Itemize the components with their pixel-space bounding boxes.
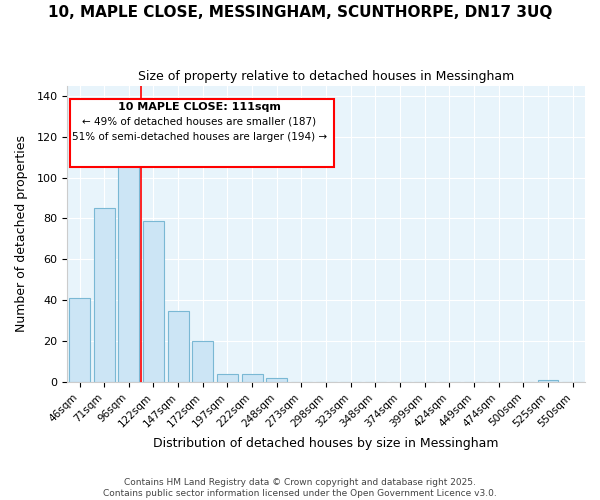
- Text: 10, MAPLE CLOSE, MESSINGHAM, SCUNTHORPE, DN17 3UQ: 10, MAPLE CLOSE, MESSINGHAM, SCUNTHORPE,…: [48, 5, 552, 20]
- Title: Size of property relative to detached houses in Messingham: Size of property relative to detached ho…: [138, 70, 514, 83]
- Bar: [242, 374, 263, 382]
- X-axis label: Distribution of detached houses by size in Messingham: Distribution of detached houses by size …: [154, 437, 499, 450]
- Text: ← 49% of detached houses are smaller (187): ← 49% of detached houses are smaller (18…: [82, 116, 316, 126]
- FancyBboxPatch shape: [70, 99, 334, 167]
- Bar: [193, 341, 213, 382]
- Bar: [217, 374, 238, 382]
- Text: Contains HM Land Registry data © Crown copyright and database right 2025.
Contai: Contains HM Land Registry data © Crown c…: [103, 478, 497, 498]
- Bar: [538, 380, 559, 382]
- Bar: [143, 220, 164, 382]
- Y-axis label: Number of detached properties: Number of detached properties: [15, 136, 28, 332]
- Bar: [266, 378, 287, 382]
- Text: 10 MAPLE CLOSE: 111sqm: 10 MAPLE CLOSE: 111sqm: [118, 102, 281, 112]
- Bar: [94, 208, 115, 382]
- Text: 51% of semi-detached houses are larger (194) →: 51% of semi-detached houses are larger (…: [71, 132, 327, 141]
- Bar: [167, 310, 188, 382]
- Bar: [118, 155, 139, 382]
- Bar: [69, 298, 90, 382]
